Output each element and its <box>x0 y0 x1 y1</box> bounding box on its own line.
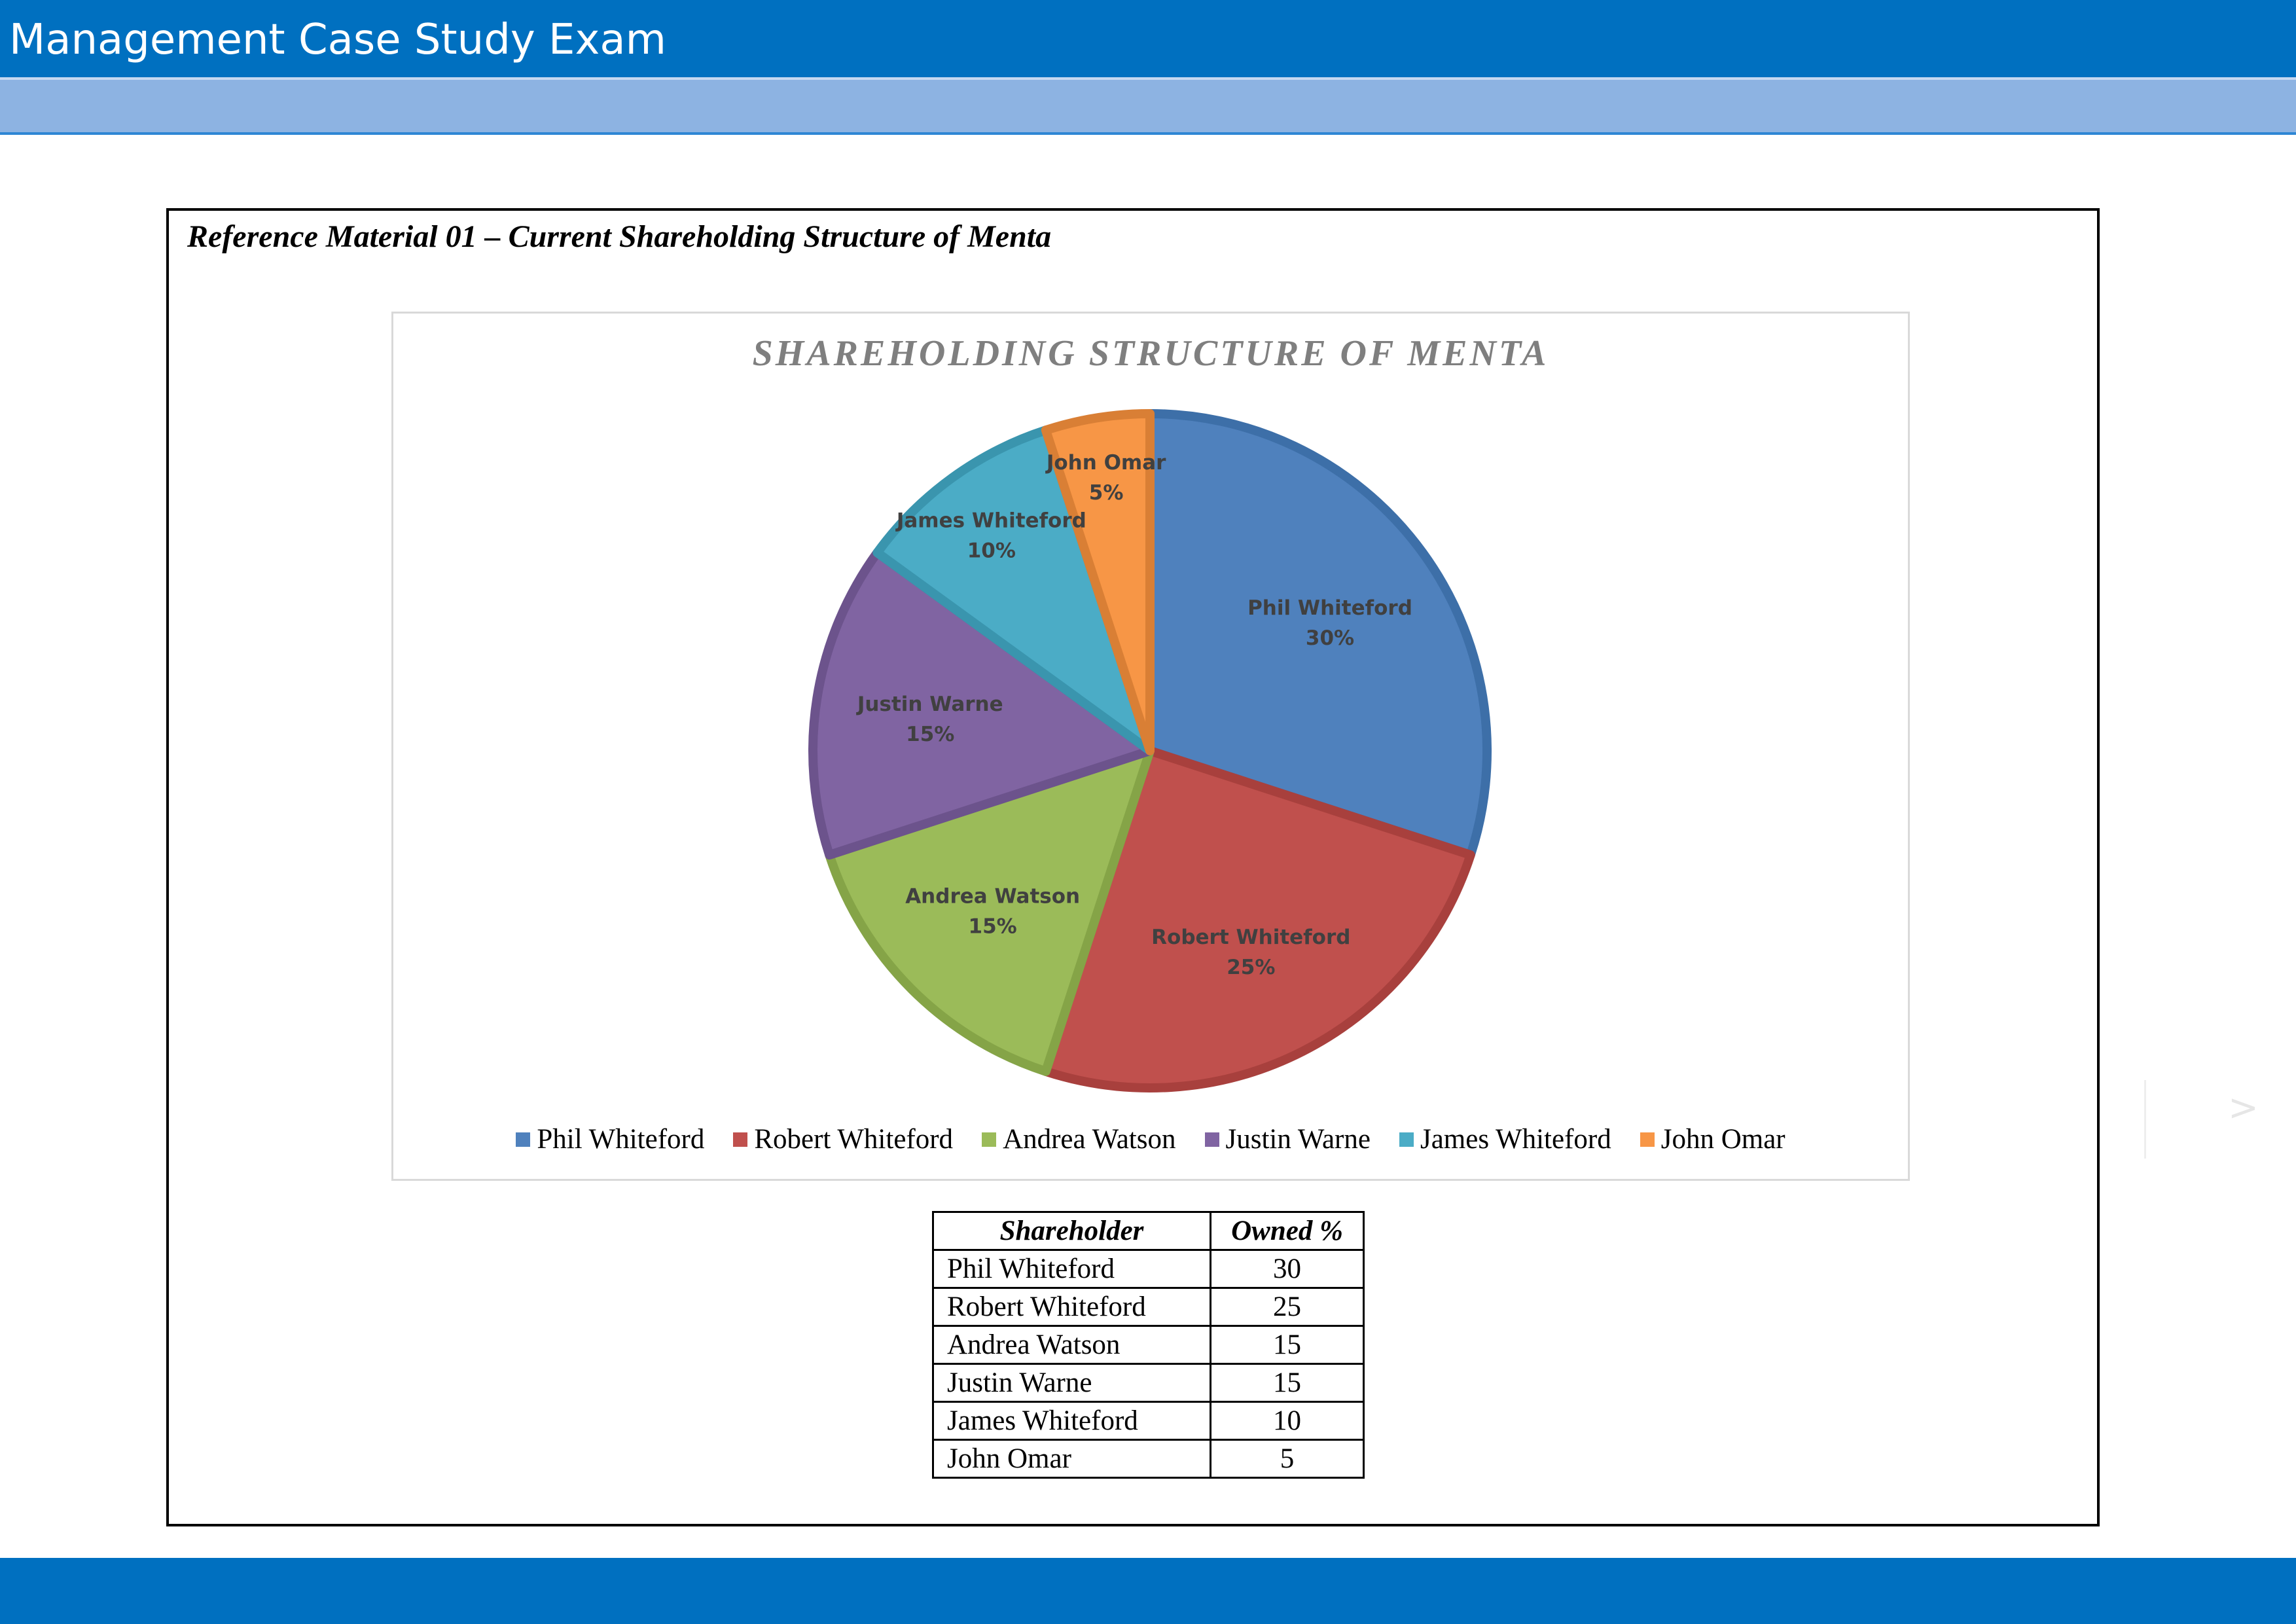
reference-title: Reference Material 01 – Current Sharehol… <box>187 219 1052 254</box>
pie-slice-justin-warne <box>808 548 1155 860</box>
pie-slice-james-whiteford <box>872 425 1155 755</box>
chart-title: SHAREHOLDING STRUCTURE OF MENTA <box>752 333 1549 374</box>
table-cell-value: 5 <box>1210 1439 1365 1479</box>
legend-label: Phil Whiteford <box>537 1124 705 1155</box>
reference-frame <box>166 208 2100 1526</box>
table-row: Justin Warne 15 <box>932 1363 1365 1403</box>
table-row: Andrea Watson 15 <box>932 1325 1365 1365</box>
legend-label: James Whiteford <box>1420 1124 1611 1155</box>
pie-slices <box>808 409 1492 1092</box>
table-cell-name: Andrea Watson <box>932 1325 1211 1365</box>
pie-label-name: James Whiteford <box>895 509 1086 533</box>
table-row: Phil Whiteford 30 <box>932 1249 1365 1289</box>
header-bar: Management Case Study Exam <box>0 0 2296 77</box>
pie-label-percent: 10% <box>967 539 1016 563</box>
table-cell-name: John Omar <box>932 1439 1211 1479</box>
table-row: Robert Whiteford 25 <box>932 1287 1365 1327</box>
table-cell-value: 15 <box>1210 1325 1365 1365</box>
table-row: James Whiteford 10 <box>932 1401 1365 1441</box>
legend-swatch <box>1399 1132 1414 1147</box>
table-row: John Omar 5 <box>932 1439 1365 1479</box>
table-cell-name: Phil Whiteford <box>932 1249 1211 1289</box>
legend-label: Andrea Watson <box>1003 1124 1176 1155</box>
legend-item-robert-whiteford: Robert Whiteford <box>733 1123 953 1155</box>
pie-slice-john-omar <box>1041 409 1155 755</box>
pie-label-name: Phil Whiteford <box>1247 596 1412 620</box>
legend-label: Justin Warne <box>1225 1124 1371 1155</box>
legend-swatch <box>733 1132 748 1147</box>
pie-label-name: John Omar <box>1045 451 1166 475</box>
pie-label-percent: 5% <box>1089 481 1124 505</box>
legend-label: Robert Whiteford <box>754 1124 954 1155</box>
legend-swatch <box>1640 1132 1655 1147</box>
footer-bar <box>0 1558 2296 1624</box>
legend-swatch <box>982 1132 997 1147</box>
pie-label-name: Andrea Watson <box>905 884 1080 908</box>
pie-label-percent: 15% <box>969 914 1017 938</box>
table-header-owned: Owned % <box>1210 1211 1365 1251</box>
chart-legend: Phil Whiteford Robert Whiteford Andrea Wat… <box>391 1123 1910 1155</box>
pie-labels: Phil Whiteford 30% Robert Whiteford 25% Andr… <box>856 451 1412 979</box>
legend-item-john-omar: John Omar <box>1640 1123 1785 1155</box>
legend-item-justin-warne: Justin Warne <box>1204 1123 1371 1155</box>
legend-label: John Omar <box>1660 1124 1785 1155</box>
exam-title: Management Case Study Exam <box>9 16 666 64</box>
table-header-row: Shareholder Owned % <box>932 1211 1365 1251</box>
legend-swatch <box>1204 1132 1219 1147</box>
table-cell-name: Robert Whiteford <box>932 1287 1211 1327</box>
legend-item-james-whiteford: James Whiteford <box>1399 1123 1611 1155</box>
next-arrow-icon[interactable]: > <box>2228 1087 2259 1129</box>
side-divider <box>2144 1080 2146 1159</box>
table-cell-value: 25 <box>1210 1287 1365 1327</box>
table-cell-value: 30 <box>1210 1249 1365 1289</box>
legend-swatch <box>516 1132 531 1147</box>
table-cell-value: 10 <box>1210 1401 1365 1441</box>
pie-label-percent: 25% <box>1227 956 1275 979</box>
legend-item-andrea-watson: Andrea Watson <box>982 1123 1176 1155</box>
legend-item-phil-whiteford: Phil Whiteford <box>516 1123 704 1155</box>
pie-label-name: Justin Warne <box>856 693 1003 716</box>
pie-label-percent: 30% <box>1306 626 1354 650</box>
table-cell-name: Justin Warne <box>932 1363 1211 1403</box>
table-header-shareholder: Shareholder <box>932 1211 1211 1251</box>
table-cell-name: James Whiteford <box>932 1401 1211 1441</box>
shareholder-table: Shareholder Owned % Phil Whiteford 30 Ro… <box>932 1211 1365 1479</box>
pie-label-name: Robert Whiteford <box>1151 926 1350 949</box>
pie-label-percent: 15% <box>906 723 954 746</box>
header-subbar <box>0 77 2296 135</box>
pie-slice-phil-whiteford <box>1145 409 1492 860</box>
table-cell-value: 15 <box>1210 1363 1365 1403</box>
pie-slice-robert-whiteford <box>1041 746 1475 1092</box>
